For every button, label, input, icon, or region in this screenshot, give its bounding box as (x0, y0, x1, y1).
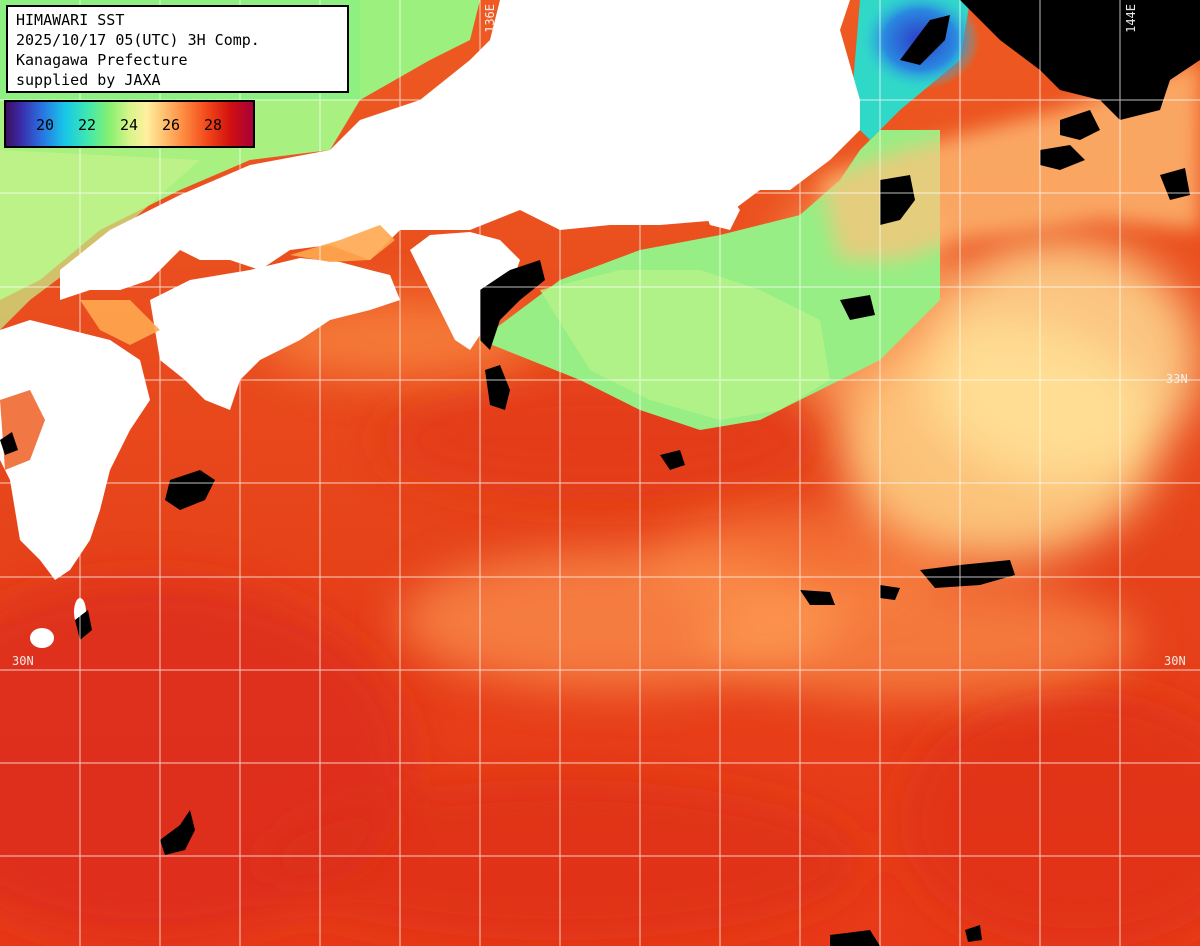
legend-label-22: 22 (78, 116, 97, 134)
legend-label-20: 20 (36, 116, 55, 134)
lat-label-33n: 33N (1166, 372, 1188, 386)
color-scale-legend: 20 22 24 26 28 (4, 100, 255, 148)
title-line-product: HIMAWARI SST (16, 11, 125, 29)
title-line-datetime: 2025/10/17 05(UTC) 3H Comp. (16, 31, 260, 49)
legend-label-24: 24 (120, 116, 139, 134)
legend-label-28: 28 (204, 116, 223, 134)
title-line-org: Kanagawa Prefecture (16, 51, 188, 69)
sea-transition-band (820, 60, 1200, 260)
title-line-credit: supplied by JAXA (16, 71, 161, 89)
legend-label-26: 26 (162, 116, 181, 134)
lat-label-30n-right: 30N (1164, 654, 1186, 668)
coastal-warm-fringe (0, 225, 395, 470)
lon-label-144e: 144E (1124, 4, 1138, 33)
title-box: HIMAWARI SST 2025/10/17 05(UTC) 3H Comp.… (6, 5, 349, 93)
lon-label-136e: 136E (483, 4, 497, 33)
lat-label-30n-left: 30N (12, 654, 34, 668)
land (0, 0, 860, 648)
